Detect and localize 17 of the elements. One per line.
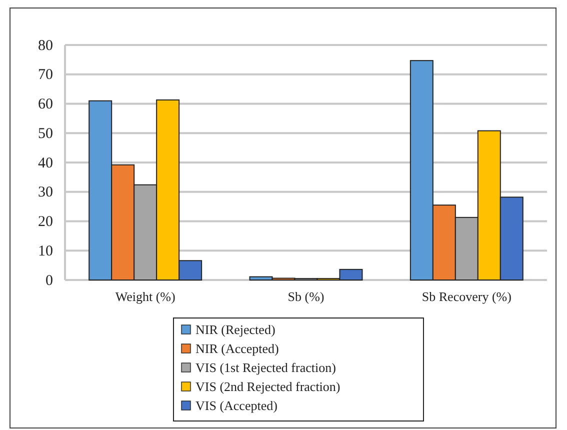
y-tick-label: 40 [38,155,53,172]
x-tick-label: Weight (%) [115,289,176,304]
legend-label: VIS (Accepted) [196,398,278,413]
y-tick-label: 80 [38,38,53,54]
legend-label: VIS (2nd Rejected fraction) [196,379,340,394]
y-tick-label: 60 [38,96,53,113]
y-tick-label: 30 [38,184,53,201]
x-tick-label: Sb (%) [288,289,324,304]
y-tick-label: 50 [38,126,53,142]
legend-label: NIR (Rejected) [196,322,276,337]
y-tick-label: 70 [38,67,53,84]
y-tick-label: 0 [46,272,53,289]
y-tick-label: 20 [38,214,53,230]
legend-label: NIR (Accepted) [196,341,279,356]
y-tick-label: 10 [38,243,53,260]
legend-label: VIS (1st Rejected fraction) [196,360,336,375]
x-tick-label: Sb Recovery (%) [422,289,512,304]
